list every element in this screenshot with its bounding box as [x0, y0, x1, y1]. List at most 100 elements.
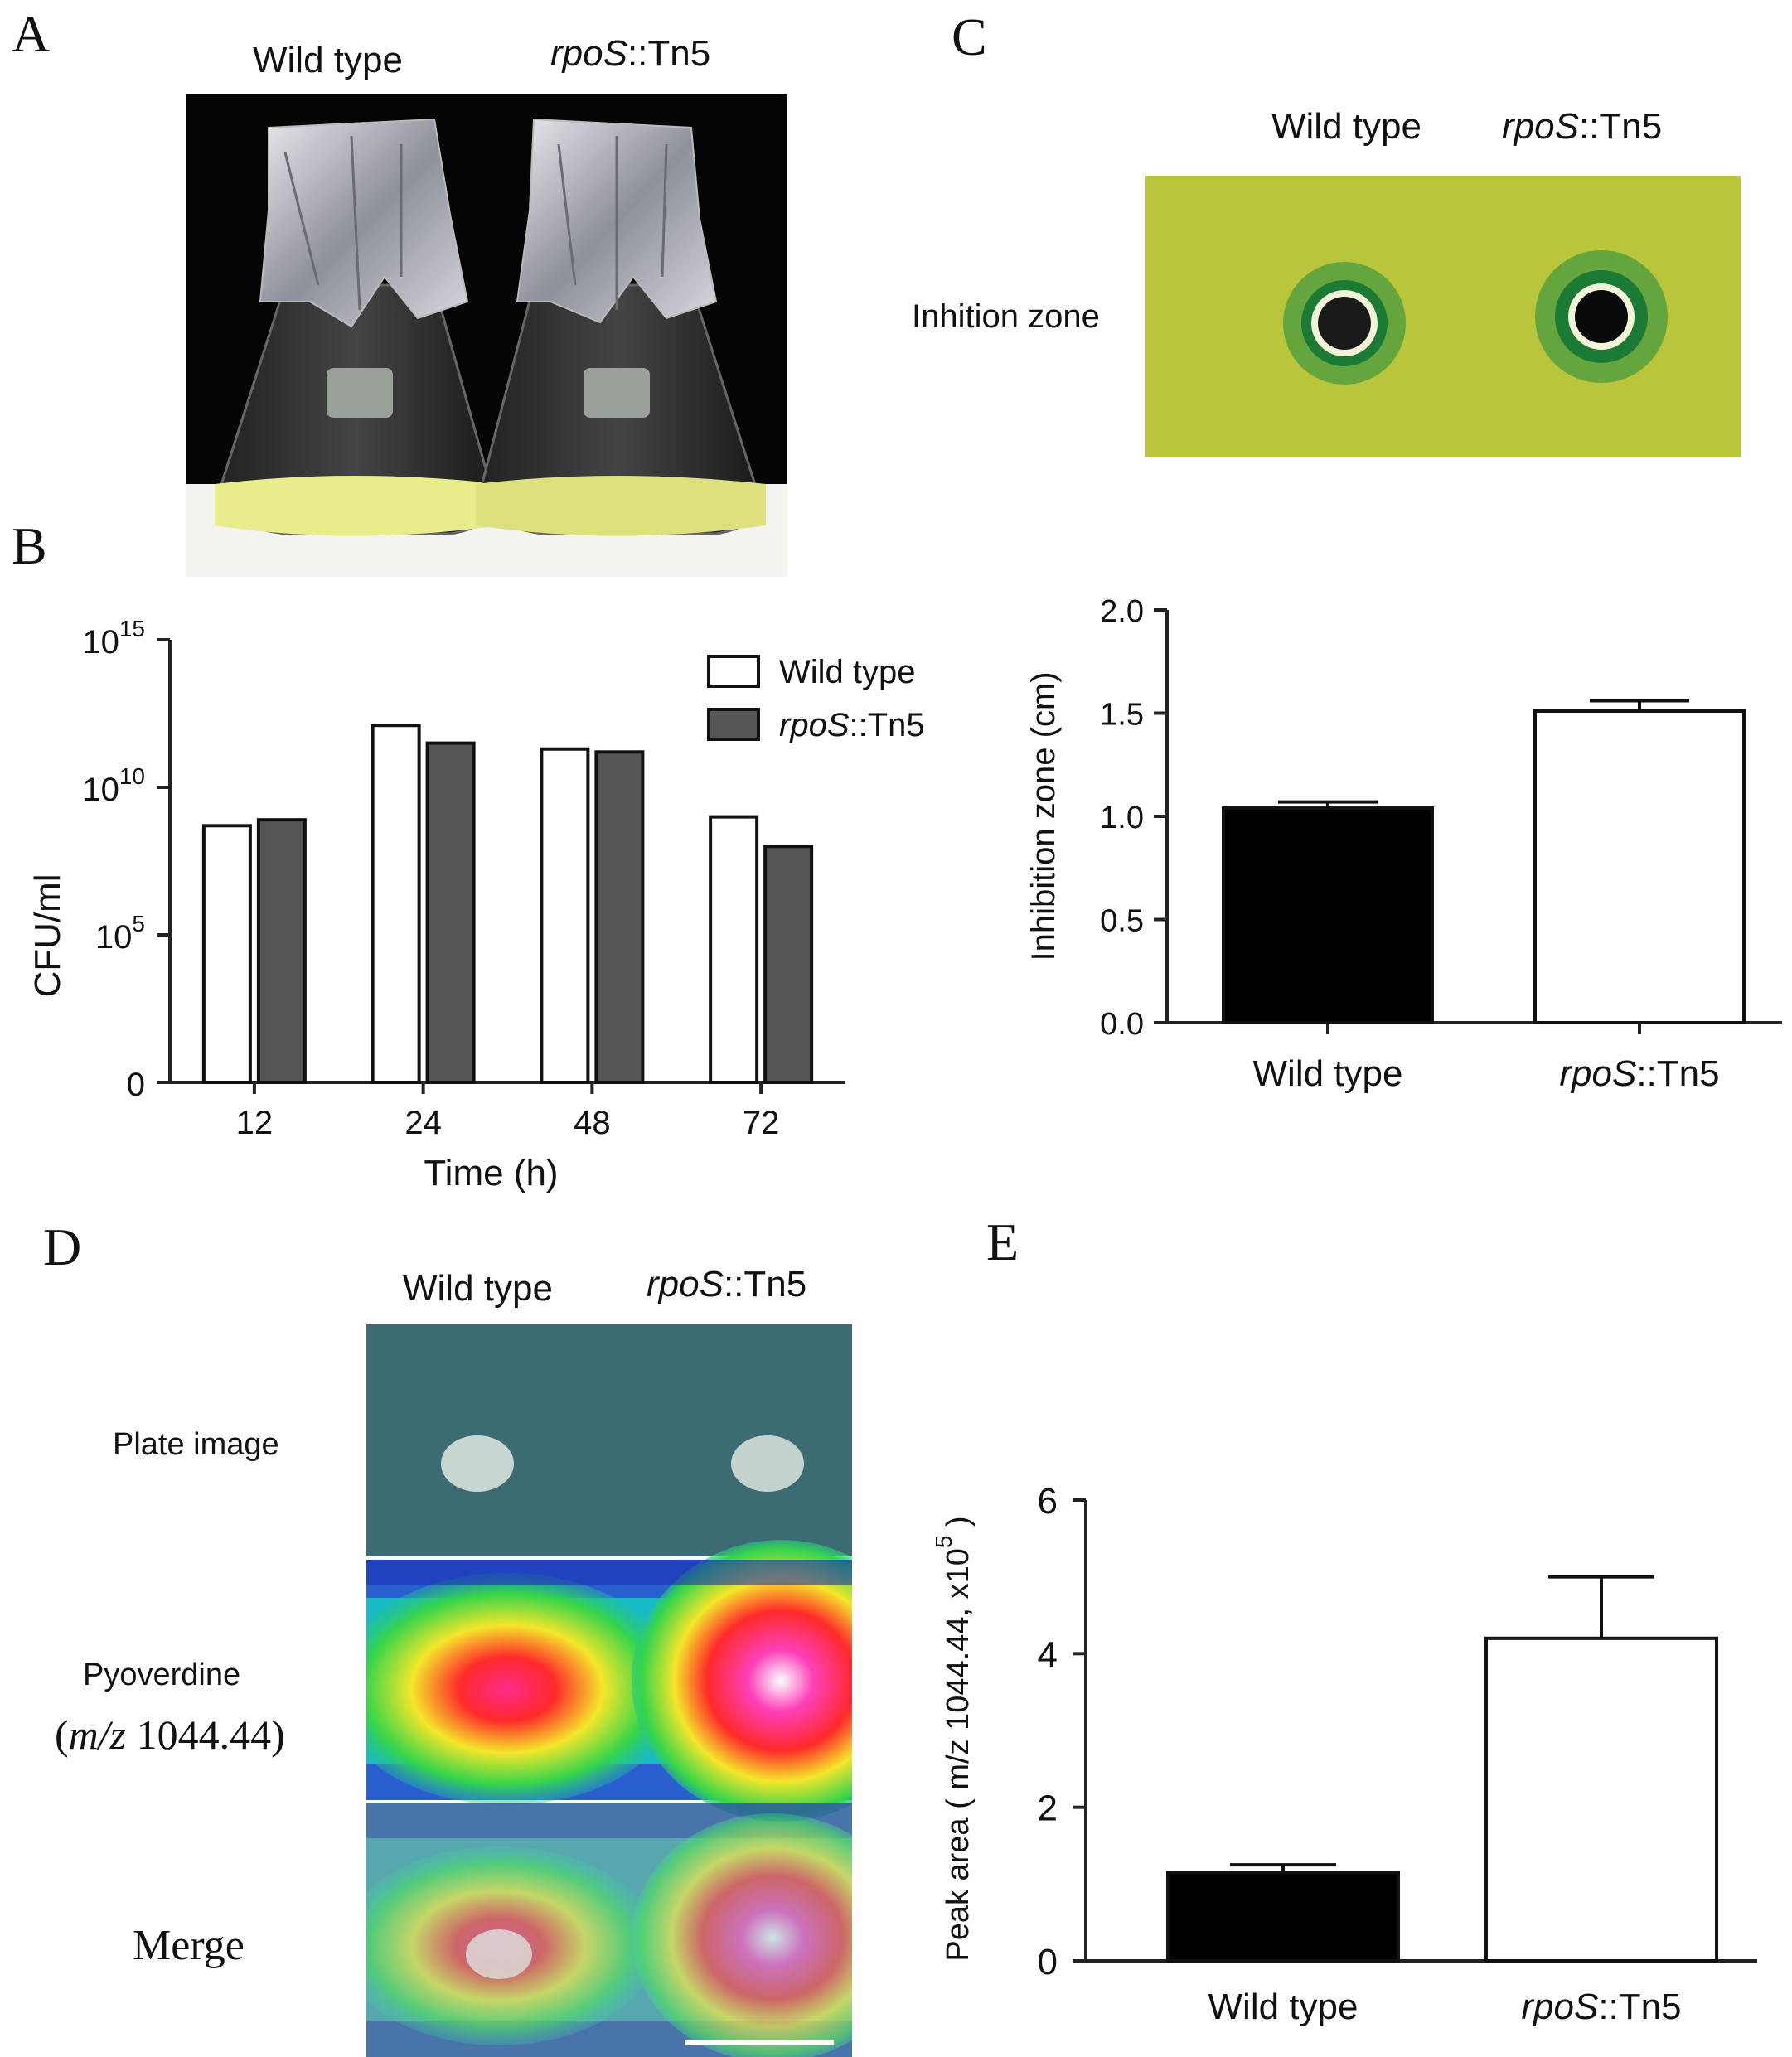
- bar: [425, 741, 476, 1084]
- y-tick-label: 0: [1038, 1942, 1058, 1982]
- tick-exponent: 15: [119, 616, 145, 641]
- tick-base: 10: [82, 772, 119, 808]
- bar: [1166, 1871, 1400, 1963]
- x-tick-label: rpoS::Tn5: [1521, 1987, 1681, 2027]
- bar: [763, 845, 814, 1084]
- label-italic: rpoS: [1559, 1053, 1636, 1094]
- x-axis-title: Time (h): [424, 1153, 558, 1193]
- label-italic: rpoS: [647, 1264, 724, 1304]
- label-italic: rpoS: [1521, 1987, 1598, 2027]
- y-tick-label: 0.0: [1100, 1007, 1144, 1042]
- imaging-panels: [366, 1324, 852, 2057]
- legend-label: Wild type: [779, 654, 916, 690]
- y-tick-label: 2: [1038, 1788, 1058, 1829]
- panel-a-label-wild-type: Wild type: [253, 40, 403, 81]
- row-label-plate-image: Plate image: [113, 1427, 279, 1462]
- bar: [256, 818, 307, 1084]
- panel-c-label-wild-type: Wild type: [1271, 106, 1421, 148]
- bar: [371, 724, 421, 1085]
- label-plain: Wild type: [779, 654, 916, 690]
- bar: [1484, 1636, 1718, 1963]
- x-tick-label: 24: [404, 1105, 442, 1141]
- legend-label: rpoS::Tn5: [779, 707, 925, 743]
- panel-d-label-rpos: rpoS::Tn5: [647, 1264, 806, 1305]
- flask-wild-type: [215, 118, 501, 536]
- mz-rest: 1044.44): [126, 1711, 285, 1758]
- tick-exponent: 5: [132, 911, 145, 937]
- plate-image: [366, 1324, 852, 1556]
- label-plain: ::Tn5: [850, 707, 925, 743]
- panel-letter-c: C: [952, 7, 987, 66]
- ylabel-main: Peak area ( m/z 1044.44, x10: [941, 1548, 976, 1962]
- y-tick-label: 1.5: [1100, 698, 1144, 733]
- tick-base: 10: [95, 919, 133, 956]
- panel-a-label-rpos: rpoS::Tn5: [550, 33, 710, 75]
- flask-photo: [186, 94, 787, 577]
- x-tick-label: Wild type: [1208, 1987, 1359, 2027]
- y-tick-label: 1.0: [1100, 801, 1144, 835]
- label-plain: Wild type: [1208, 1987, 1359, 2027]
- label-plain: Wild type: [1271, 106, 1421, 147]
- panel-letter-a: A: [12, 4, 51, 63]
- flask-rpos: [476, 118, 766, 536]
- y-tick-label: 4: [1038, 1634, 1058, 1675]
- panel-c-label-rpos: rpoS::Tn5: [1502, 106, 1662, 148]
- well-wild-type: [1283, 262, 1406, 385]
- well-rpos: [1535, 250, 1668, 383]
- label-plain: Wild type: [403, 1268, 553, 1309]
- y-tick-label: 0: [127, 1067, 145, 1103]
- label-plain: ::Tn5: [723, 1264, 807, 1304]
- y-tick-label: 0.5: [1100, 904, 1144, 939]
- ylabel-close: ): [941, 1516, 976, 1535]
- bar: [709, 815, 759, 1084]
- panel-c-row-label: Inhition zone: [912, 298, 1100, 335]
- panel-letter-e: E: [986, 1212, 1020, 1271]
- row-label-pyoverdine: Pyoverdine: [83, 1658, 241, 1692]
- label-plain: Wild type: [1253, 1053, 1403, 1094]
- x-tick-label: 12: [236, 1105, 274, 1141]
- merge-image: [366, 1803, 852, 2057]
- scale-bar: [685, 2040, 834, 2045]
- label-italic: rpoS: [1502, 106, 1579, 147]
- label-italic: rpoS: [550, 33, 627, 74]
- y-tick-label: 1015: [82, 616, 145, 661]
- label-plain: ::Tn5: [1636, 1053, 1719, 1094]
- tick-base: 0: [127, 1067, 145, 1103]
- y-tick-label: 2.0: [1100, 594, 1144, 629]
- bar: [1533, 709, 1746, 1024]
- tick-base: 10: [82, 624, 119, 661]
- bar: [201, 824, 252, 1084]
- x-tick-label: Wild type: [1253, 1053, 1403, 1094]
- panel-letter-d: D: [43, 1217, 82, 1276]
- y-tick-label: 1010: [82, 763, 145, 808]
- legend-swatch: [707, 655, 760, 688]
- pyoverdine-heatmap: [366, 1540, 852, 1822]
- panel-letter-b: B: [12, 516, 47, 575]
- panel-d-label-wild-type: Wild type: [403, 1268, 553, 1309]
- tick-exponent: 10: [119, 763, 145, 789]
- mz-italic: m/z: [68, 1711, 127, 1758]
- inhibition-plate-photo: [1145, 176, 1741, 457]
- bar: [594, 750, 645, 1084]
- label-italic: rpoS: [779, 707, 850, 743]
- ylabel-exponent: 5: [931, 1536, 957, 1549]
- legend-swatch: [707, 708, 760, 741]
- x-tick-label: rpoS::Tn5: [1559, 1053, 1719, 1094]
- row-label-mz: (m/z 1044.44): [55, 1711, 285, 1759]
- mz-open: (: [55, 1711, 69, 1758]
- y-axis-title: CFU/ml: [27, 874, 68, 997]
- x-tick-label: 48: [574, 1105, 611, 1141]
- label-plain: ::Tn5: [1578, 106, 1663, 147]
- bar: [540, 747, 590, 1084]
- label-plain: ::Tn5: [1598, 1987, 1681, 2027]
- x-tick-label: 72: [743, 1105, 780, 1141]
- bar: [1222, 806, 1434, 1024]
- y-axis-title: Peak area ( m/z 1044.44, x105 ): [931, 1516, 976, 1961]
- y-axis-title: Inhibition zone (cm): [1025, 671, 1062, 961]
- row-label-merge: Merge: [133, 1922, 245, 1969]
- y-tick-label: 105: [95, 911, 145, 956]
- y-tick-label: 6: [1038, 1481, 1058, 1522]
